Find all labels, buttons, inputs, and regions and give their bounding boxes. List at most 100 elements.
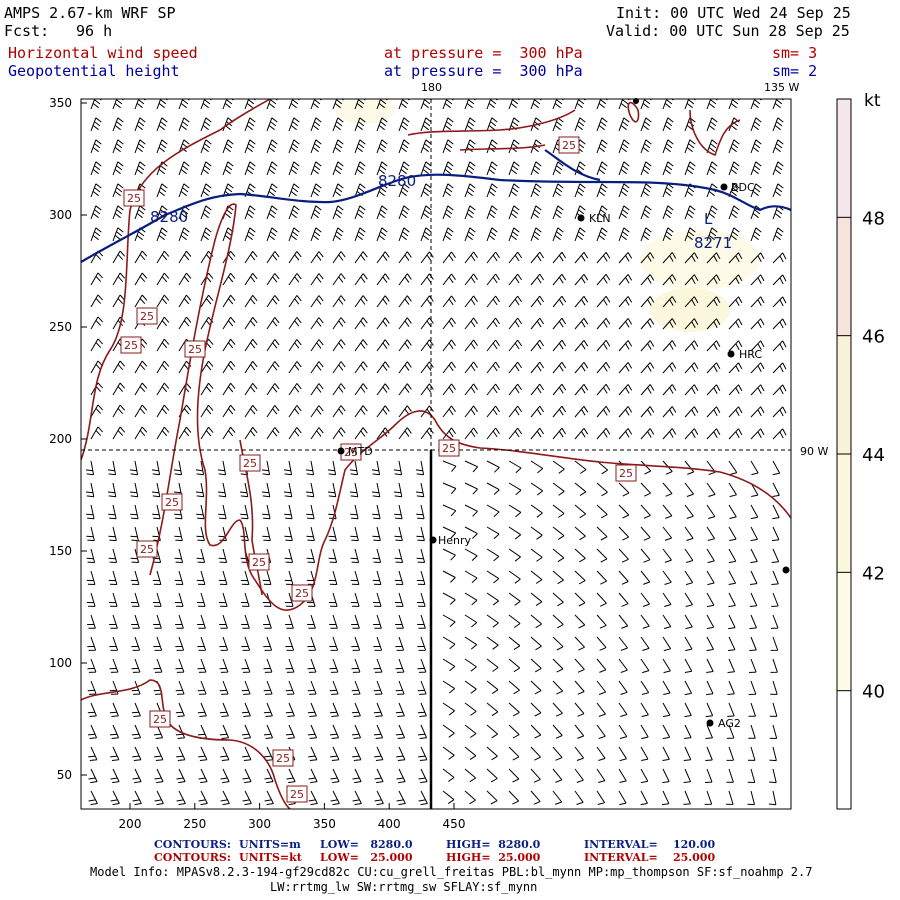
wind-barb: [508, 768, 520, 783]
wind-barb: [772, 183, 784, 198]
wind-barb: [130, 570, 140, 585]
wind-barb: [329, 614, 338, 629]
wind-barb: [108, 570, 118, 585]
wind-barb: [178, 294, 192, 308]
wind-barb: [552, 526, 565, 541]
wind-barb: [308, 790, 318, 806]
wind-barb: [706, 592, 715, 608]
speed-label: 25: [290, 788, 304, 801]
wind-barb: [749, 614, 757, 630]
wind-barb: [222, 294, 236, 308]
wind-barb: [552, 636, 564, 651]
wind-barb: [310, 295, 324, 308]
wind-barb: [552, 361, 567, 374]
wind-barb: [508, 702, 520, 717]
wind-barb: [574, 295, 589, 308]
wind-barb: [442, 724, 455, 738]
valid-time: Valid: 00 UTC Sun 28 Sep 25: [606, 22, 850, 40]
speed-label-box: 25: [248, 553, 270, 571]
wind-barb: [112, 382, 126, 396]
wind-barb: [574, 636, 585, 651]
wind-barb: [307, 636, 317, 651]
wind-barb: [310, 317, 324, 330]
wind-barb: [288, 361, 302, 374]
wind-barb: [156, 316, 170, 330]
wind-barb: [486, 99, 498, 110]
meridian-135w-label: 135 W: [764, 81, 799, 94]
wind-barb: [176, 746, 186, 761]
wind-barb: [285, 614, 294, 629]
wind-barb: [684, 636, 693, 652]
wind-barb: [398, 273, 412, 286]
wind-barb: [134, 426, 148, 440]
wind-barb: [329, 658, 339, 673]
wind-barb: [486, 592, 499, 606]
wind-barb: [134, 227, 146, 242]
wind-barb: [394, 526, 403, 542]
wind-barb: [420, 183, 432, 198]
wind-barb: [90, 404, 104, 418]
wind-barb: [332, 227, 344, 242]
wind-barb: [87, 680, 97, 695]
wind-barb: [508, 339, 523, 352]
wind-barb: [640, 658, 650, 674]
speed-label: 25: [442, 442, 456, 455]
x-tick-label: 400: [378, 817, 401, 831]
wind-barb: [416, 548, 426, 563]
wind-barb: [684, 658, 693, 673]
wind-barb: [222, 117, 234, 132]
wind-barb: [662, 274, 677, 286]
wind-barb: [332, 117, 344, 132]
wind-barb: [109, 614, 118, 629]
wind-barb: [596, 658, 607, 673]
wind-barb: [705, 746, 713, 761]
wind-barb: [770, 636, 779, 651]
y-tick-label: 200: [49, 432, 72, 446]
wind-barb: [86, 504, 95, 520]
wind-barb: [530, 273, 545, 286]
wind-barb: [112, 227, 124, 242]
wind-barb: [706, 318, 721, 330]
wind-barb: [530, 295, 545, 308]
wind-barb: [706, 406, 721, 418]
wind-barb: [288, 317, 302, 330]
wind-barb: [640, 205, 652, 220]
wind-barb: [398, 139, 410, 154]
speed-label-box: 25: [184, 340, 206, 358]
wind-barb: [239, 482, 249, 498]
wind-barb: [618, 680, 628, 695]
wind-barb: [530, 482, 544, 496]
wind-barb: [684, 139, 696, 154]
wind-barb: [684, 117, 696, 132]
wind-barb: [283, 460, 293, 476]
wind-barb: [750, 296, 765, 308]
wind-barb: [772, 340, 787, 352]
wind-barb: [574, 482, 587, 497]
wind-barb: [288, 427, 302, 440]
footer-row2-label: CONTOURS:: [154, 851, 231, 864]
wind-barb: [373, 636, 383, 651]
wind-barb: [332, 295, 346, 308]
wind-barb: [262, 526, 271, 542]
wind-barb: [618, 117, 630, 132]
wind-barb: [662, 384, 677, 396]
wind-barb: [596, 790, 606, 805]
wind-barb: [266, 183, 278, 198]
wind-barb: [530, 504, 543, 518]
wind-barb: [244, 139, 256, 154]
wind-barb: [327, 482, 337, 498]
wind-barb: [727, 702, 735, 717]
wind-barb: [486, 702, 499, 717]
wind-barb: [706, 99, 718, 110]
wind-barb: [552, 251, 567, 264]
wind-barb: [442, 227, 454, 242]
wind-barb: [596, 570, 608, 585]
wind-barb: [464, 99, 476, 110]
wind-barb: [486, 405, 500, 418]
wind-barb: [486, 636, 499, 650]
wind-barb: [398, 427, 412, 440]
wind-barb: [266, 99, 278, 110]
wind-barb: [640, 117, 652, 132]
wind-barb: [197, 614, 206, 629]
wind-barb: [134, 294, 148, 308]
